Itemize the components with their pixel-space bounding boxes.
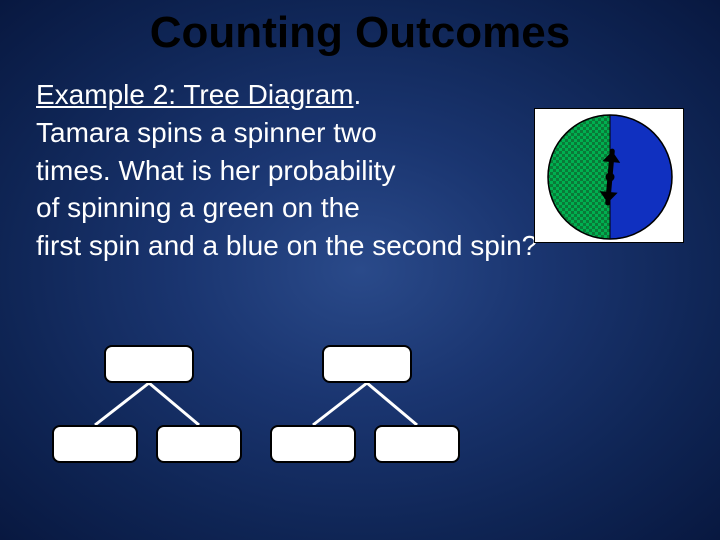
tree-top-box-2	[322, 345, 412, 383]
slide-title: Counting Outcomes	[0, 0, 720, 76]
tree-bottom-box-4	[374, 425, 460, 463]
tree-top-box-1	[104, 345, 194, 383]
tree-diagram	[52, 345, 492, 485]
content-area: Example 2: Tree Diagram. Tamara spins a …	[0, 76, 720, 265]
tree-bottom-box-2	[156, 425, 242, 463]
tree-bottom-box-3	[270, 425, 356, 463]
spinner-svg	[535, 109, 685, 244]
tree-bottom-box-1	[52, 425, 138, 463]
example-label: Example 2: Tree Diagram	[36, 79, 353, 110]
spinner-image	[534, 108, 684, 243]
example-period: .	[353, 79, 361, 110]
